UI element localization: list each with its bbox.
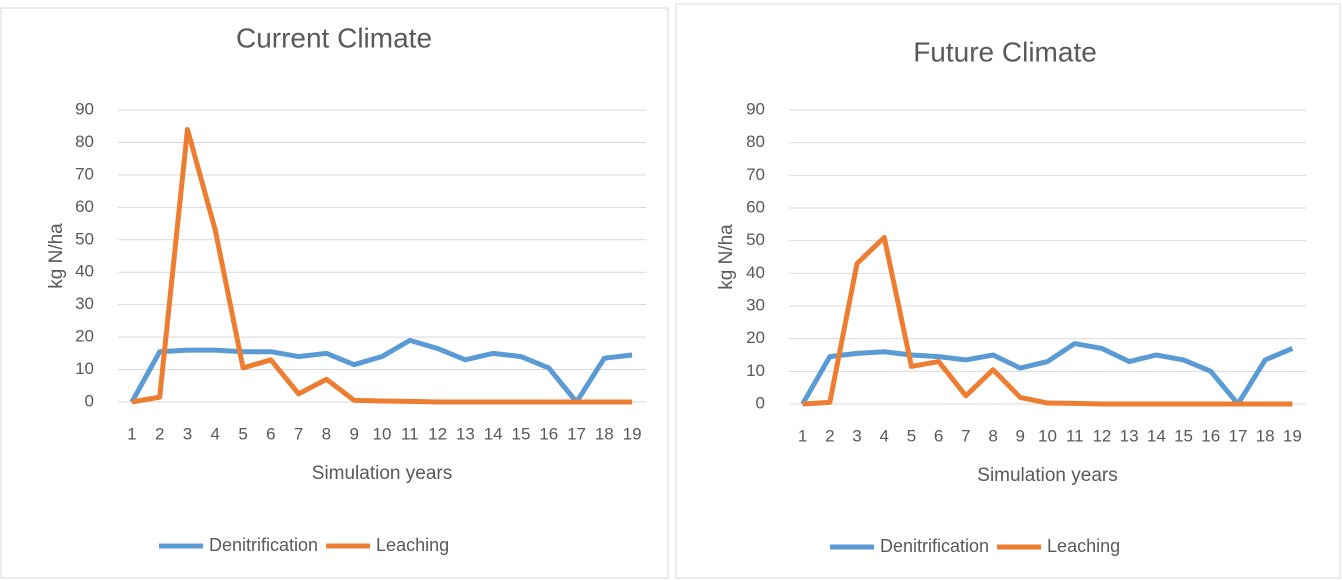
x-tick-label: 12 [428, 424, 447, 443]
y-tick-label: 90 [746, 99, 765, 118]
x-tick-label: 18 [1256, 426, 1275, 445]
y-tick-label: 80 [75, 132, 94, 151]
y-axis-label: kg N/ha [46, 223, 67, 289]
x-tick-label: 4 [880, 426, 889, 445]
x-tick-label: 1 [798, 426, 807, 445]
y-tick-label: 20 [746, 328, 765, 347]
y-tick-label: 60 [746, 197, 765, 216]
x-tick-label: 18 [595, 424, 614, 443]
x-tick-label: 11 [401, 424, 419, 443]
x-tick-label: 6 [934, 426, 943, 445]
x-tick-label: 9 [349, 424, 358, 443]
x-tick-label: 8 [988, 426, 997, 445]
x-tick-label: 1 [127, 424, 136, 443]
x-tick-label: 15 [511, 424, 530, 443]
x-tick-label: 7 [294, 424, 303, 443]
x-tick-label: 5 [907, 426, 916, 445]
y-tick-label: 10 [75, 359, 94, 378]
panel-border [675, 3, 1341, 579]
legend-label: Leaching [376, 535, 449, 555]
y-tick-label: 40 [75, 262, 94, 281]
x-tick-label: 8 [322, 424, 331, 443]
x-tick-label: 4 [211, 424, 220, 443]
legend-label: Denitrification [880, 536, 989, 556]
y-tick-label: 90 [75, 99, 94, 118]
x-tick-label: 5 [238, 424, 247, 443]
y-axis-label: kg N/ha [716, 224, 737, 290]
x-tick-label: 16 [539, 424, 558, 443]
panel-border [0, 7, 669, 579]
x-tick-label: 15 [1174, 426, 1193, 445]
legend-label: Denitrification [209, 535, 318, 555]
data-line [129, 337, 633, 405]
x-tick-label: 17 [567, 424, 586, 443]
x-tick-label: 2 [155, 424, 164, 443]
x-tick-label: 9 [1016, 426, 1025, 445]
y-tick-label: 30 [746, 295, 765, 314]
y-tick-label: 0 [756, 393, 765, 412]
x-tick-label: 13 [1120, 426, 1139, 445]
chart-title: Current Climate [236, 22, 432, 53]
x-tick-label: 19 [623, 424, 642, 443]
x-tick-label: 2 [825, 426, 834, 445]
x-tick-label: 10 [373, 424, 392, 443]
x-tick-label: 10 [1038, 426, 1057, 445]
x-axis-label: Simulation years [312, 463, 452, 484]
y-tick-label: 20 [75, 327, 94, 346]
x-tick-label: 3 [852, 426, 861, 445]
y-tick-label: 30 [75, 294, 94, 313]
y-tick-label: 80 [746, 132, 765, 151]
legend-label: Leaching [1047, 536, 1120, 556]
y-tick-label: 70 [75, 164, 94, 183]
data-line [131, 126, 633, 405]
y-tick-label: 10 [746, 361, 765, 380]
x-tick-label: 17 [1229, 426, 1248, 445]
x-tick-label: 14 [484, 424, 503, 443]
y-tick-label: 50 [75, 229, 94, 248]
y-tick-label: 50 [746, 230, 765, 249]
y-tick-label: 0 [85, 391, 94, 410]
y-tick-label: 60 [75, 197, 94, 216]
data-line [802, 234, 1293, 407]
x-tick-label: 12 [1092, 426, 1111, 445]
x-tick-label: 11 [1066, 426, 1084, 445]
data-line [800, 341, 1294, 407]
x-axis-label: Simulation years [977, 465, 1117, 486]
y-tick-label: 70 [746, 165, 765, 184]
x-tick-label: 6 [266, 424, 275, 443]
chart-title: Future Climate [913, 36, 1097, 67]
x-tick-label: 7 [961, 426, 970, 445]
x-tick-label: 19 [1283, 426, 1302, 445]
x-tick-label: 13 [456, 424, 475, 443]
x-tick-label: 3 [183, 424, 192, 443]
x-tick-label: 14 [1147, 426, 1166, 445]
x-tick-label: 16 [1201, 426, 1220, 445]
y-tick-label: 40 [746, 263, 765, 282]
